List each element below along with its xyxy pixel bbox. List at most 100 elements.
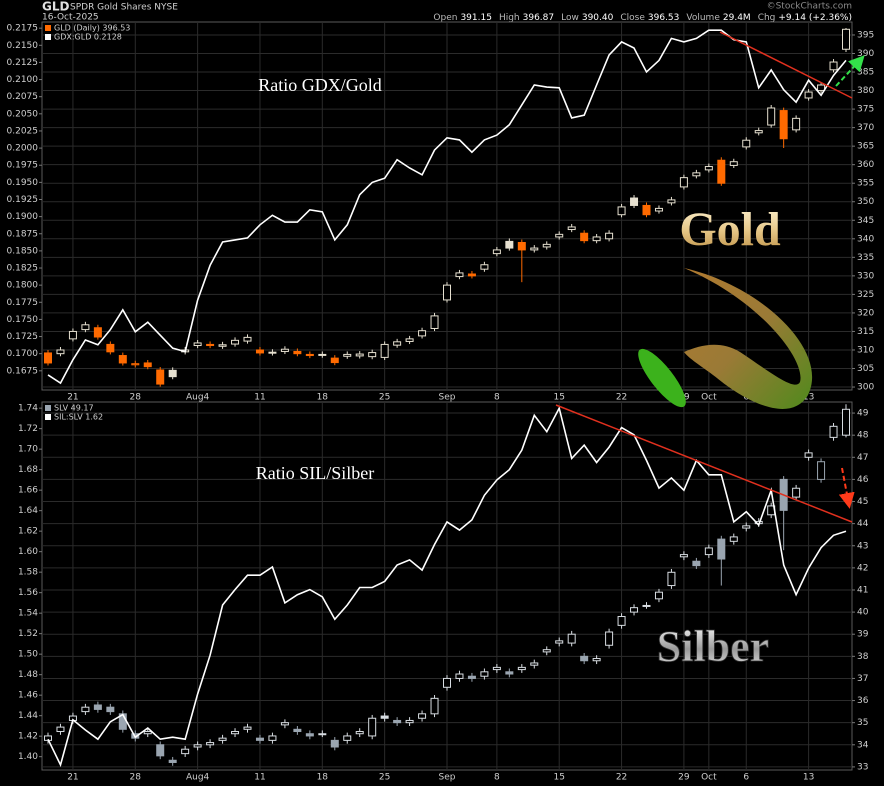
candle-body bbox=[355, 731, 364, 735]
candle-body bbox=[555, 640, 564, 644]
candle-body bbox=[330, 357, 339, 364]
y2-tick-label: 44 bbox=[857, 519, 869, 529]
candle-body bbox=[567, 226, 576, 231]
x-tick-label: Sep bbox=[439, 773, 456, 783]
y2-tick-label: 325 bbox=[857, 290, 874, 300]
candle-body bbox=[293, 350, 302, 355]
x-tick-label: 29 bbox=[678, 773, 690, 783]
y-tick-label: 1.52 bbox=[18, 629, 38, 639]
annotation: Ratio SIL/Silber bbox=[256, 463, 375, 483]
y-tick-label: 1.62 bbox=[18, 527, 38, 537]
candle-body bbox=[93, 327, 102, 338]
candle-body bbox=[118, 355, 127, 364]
x-tick-label: 18 bbox=[317, 773, 329, 783]
stat-value: 29.4M bbox=[723, 13, 751, 23]
candle-body bbox=[168, 369, 177, 378]
y-tick-label: 0.1925 bbox=[7, 195, 39, 205]
y2-tick-label: 385 bbox=[857, 68, 874, 78]
x-tick-label: 22 bbox=[616, 393, 627, 403]
candle-body bbox=[729, 536, 738, 542]
y-tick-label: 0.1850 bbox=[7, 246, 39, 256]
y2-tick-label: 39 bbox=[857, 630, 869, 640]
candle-body bbox=[355, 353, 364, 357]
x-tick-label: 13 bbox=[803, 393, 814, 403]
y-tick-label: 0.1975 bbox=[7, 161, 39, 171]
candle-body bbox=[767, 107, 776, 126]
candle-body bbox=[280, 348, 289, 352]
x-tick-label: Oct bbox=[701, 773, 717, 783]
candle-body bbox=[692, 172, 701, 177]
stat-label: Close bbox=[620, 13, 645, 23]
y2-tick-label: 34 bbox=[857, 740, 869, 750]
y-tick-label: 1.40 bbox=[18, 752, 38, 762]
candle-body bbox=[642, 604, 651, 607]
candle-body bbox=[817, 461, 826, 480]
trendline bbox=[555, 404, 853, 523]
candle-body bbox=[56, 726, 65, 733]
candle-body bbox=[679, 554, 688, 558]
stat-label: Low bbox=[561, 13, 579, 23]
candle-body bbox=[517, 666, 526, 671]
candle-body bbox=[156, 369, 165, 385]
y2-tick-label: 38 bbox=[857, 652, 869, 662]
x-tick-label: 21 bbox=[67, 393, 78, 403]
x-tick-label: 8 bbox=[494, 393, 500, 403]
candle-body bbox=[742, 525, 751, 529]
y2-tick-label: 335 bbox=[857, 253, 874, 263]
candle-body bbox=[480, 671, 489, 677]
candle-body bbox=[505, 671, 514, 675]
candle-body bbox=[131, 363, 140, 366]
candle-body bbox=[467, 273, 476, 277]
quote-stats: Open 391.15 High 396.87 Low 390.40 Close 396.53… bbox=[433, 13, 852, 23]
y2-tick-label: 46 bbox=[857, 475, 869, 485]
legend-entry: GDX:GLD 0.2128 bbox=[54, 33, 122, 42]
candle-body bbox=[143, 731, 152, 735]
x-tick-label: 25 bbox=[379, 393, 390, 403]
candle-body bbox=[654, 207, 663, 212]
candle-body bbox=[605, 232, 614, 240]
candle-body bbox=[455, 272, 464, 278]
legend-swatch bbox=[45, 405, 51, 411]
legend-entry: SIL:SLV 1.62 bbox=[54, 413, 103, 422]
candle-body bbox=[455, 673, 464, 679]
candle-body bbox=[580, 655, 589, 662]
candle-body bbox=[742, 139, 751, 148]
candle-body bbox=[218, 344, 227, 347]
candle-body bbox=[393, 341, 402, 346]
y2-tick-label: 35 bbox=[857, 718, 868, 728]
candle-body bbox=[792, 117, 801, 131]
y-tick-label: 0.1800 bbox=[7, 281, 39, 291]
candle-body bbox=[729, 161, 738, 166]
x-tick-label: Oct bbox=[701, 393, 717, 403]
candle-body bbox=[368, 352, 377, 358]
y2-tick-label: 41 bbox=[857, 585, 868, 595]
candle-body bbox=[418, 713, 427, 719]
ratio-line bbox=[47, 405, 847, 768]
candle-body bbox=[492, 666, 501, 671]
y2-tick-label: 380 bbox=[857, 86, 874, 96]
candle-body bbox=[443, 284, 451, 301]
candle-body bbox=[704, 166, 713, 171]
y2-tick-label: 36 bbox=[857, 696, 869, 706]
y-tick-label: 0.1900 bbox=[7, 212, 39, 222]
stat-value: 396.53 bbox=[648, 13, 680, 23]
y2-tick-label: 48 bbox=[857, 431, 869, 441]
trendline bbox=[719, 31, 853, 99]
candle-body bbox=[492, 249, 501, 255]
y2-tick-label: 395 bbox=[857, 30, 874, 40]
y-tick-label: 0.1700 bbox=[7, 349, 39, 359]
x-tick-label: 13 bbox=[803, 773, 814, 783]
candle-body bbox=[405, 719, 414, 724]
candle-body bbox=[193, 744, 202, 748]
candle-body bbox=[343, 353, 352, 357]
legend-swatch bbox=[45, 25, 51, 31]
candle-body bbox=[393, 719, 402, 724]
y2-tick-label: 390 bbox=[857, 49, 874, 59]
candle-body bbox=[592, 658, 601, 662]
candle-body bbox=[592, 236, 601, 242]
candle-body bbox=[717, 538, 726, 560]
stat-value: 390.40 bbox=[582, 13, 614, 23]
y-tick-label: 0.2050 bbox=[7, 109, 39, 119]
y2-tick-label: 310 bbox=[857, 345, 874, 355]
